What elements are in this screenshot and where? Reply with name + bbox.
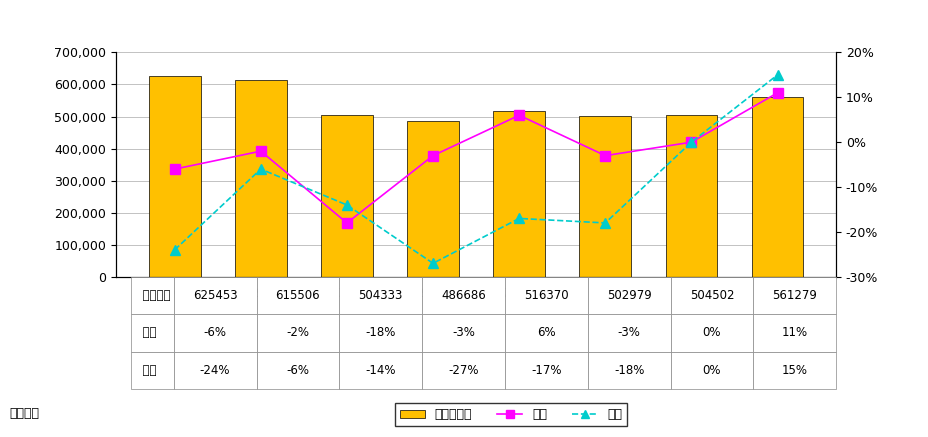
Bar <box>321 115 372 277</box>
Bar <box>664 115 716 277</box>
Bar <box>148 76 200 277</box>
Legend: 成本与费用, 环比, 同比: 成本与费用, 环比, 同比 <box>394 403 626 427</box>
Bar <box>579 115 630 277</box>
Bar <box>406 121 458 277</box>
Bar <box>751 97 803 277</box>
Text: （万元）: （万元） <box>9 406 39 420</box>
Bar <box>235 80 287 277</box>
Bar <box>493 111 545 277</box>
